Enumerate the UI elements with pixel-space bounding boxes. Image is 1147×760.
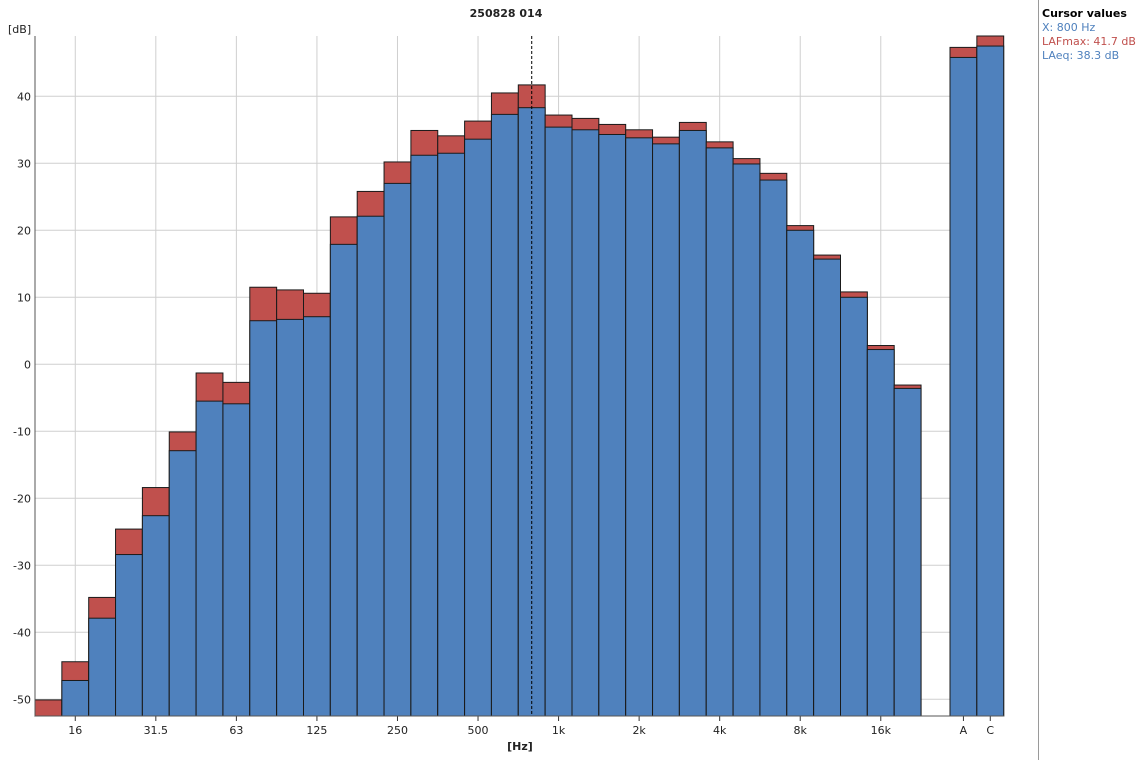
band-laeq-bar-25[interactable] bbox=[115, 554, 143, 717]
y-tick-label: 10 bbox=[17, 291, 31, 304]
x-tick-label: 16k bbox=[871, 724, 892, 737]
cursor-laeq-value: LAeq: 38.3 dB bbox=[1042, 49, 1120, 62]
band-laeq-bar-2k[interactable] bbox=[625, 137, 654, 717]
band-laeq-bar-400[interactable] bbox=[437, 152, 466, 717]
y-tick-label: -40 bbox=[13, 626, 31, 639]
y-tick-label: -30 bbox=[13, 559, 31, 572]
cursor-values-panel: Cursor values X: 800 Hz LAFmax: 41.7 dB … bbox=[1038, 0, 1147, 760]
spectrum-chart: 250828 014 [dB] [Hz] -50 -40 -30 -20 -10 0 10 2… bbox=[8, 7, 1005, 753]
overall-laeq-bar-A[interactable] bbox=[949, 56, 978, 717]
band-laeq-bar-3.15k[interactable] bbox=[678, 129, 707, 717]
band-laeq-bar-10k[interactable] bbox=[813, 258, 842, 717]
band-laeq-bar-63[interactable] bbox=[222, 403, 251, 717]
x-tick-label: 63 bbox=[229, 724, 243, 737]
band-laeq-bar-20k[interactable] bbox=[893, 387, 922, 717]
y-tick-label: 30 bbox=[17, 157, 31, 170]
band-laeq-bar-500[interactable] bbox=[464, 138, 492, 717]
band-laeq-bar-125[interactable] bbox=[303, 316, 331, 717]
y-tick-label: 0 bbox=[24, 358, 31, 371]
bars-group[interactable] bbox=[34, 35, 1005, 717]
chart-title: 250828 014 bbox=[470, 7, 543, 20]
y-axis-unit-label: [dB] bbox=[8, 23, 31, 36]
y-tick-label: -20 bbox=[13, 492, 31, 505]
band-laeq-bar-4k[interactable] bbox=[705, 147, 734, 717]
x-tick-label: 2k bbox=[632, 724, 646, 737]
band-laeq-bar-80[interactable] bbox=[249, 320, 278, 717]
band-laeq-bar-1k[interactable] bbox=[544, 126, 573, 717]
band-laeq-bar-100[interactable] bbox=[276, 318, 304, 717]
band-laeq-bar-5k[interactable] bbox=[732, 163, 761, 717]
x-tick-label: 31.5 bbox=[144, 724, 169, 737]
band-laeq-bar-50[interactable] bbox=[195, 400, 224, 717]
band-laeq-bar-250[interactable] bbox=[383, 182, 412, 717]
x-tick-label: 125 bbox=[306, 724, 327, 737]
band-laeq-bar-160[interactable] bbox=[329, 243, 358, 717]
cursor-lafmax-value: LAFmax: 41.7 dB bbox=[1042, 35, 1136, 48]
band-laeq-bar-315[interactable] bbox=[410, 154, 439, 717]
band-lafmax-bar-12.5[interactable] bbox=[34, 699, 63, 717]
band-laeq-bar-630[interactable] bbox=[490, 113, 519, 717]
x-tick-label: 8k bbox=[794, 724, 808, 737]
cursor-x-value: X: 800 Hz bbox=[1042, 21, 1096, 34]
band-laeq-bar-6.3k[interactable] bbox=[759, 179, 788, 717]
x-tick-label: 4k bbox=[713, 724, 727, 737]
band-laeq-bar-1.25k[interactable] bbox=[571, 129, 600, 717]
band-laeq-bar-16k[interactable] bbox=[866, 349, 895, 717]
y-tick-label: 40 bbox=[17, 90, 31, 103]
y-tick-label: -50 bbox=[13, 693, 31, 706]
band-laeq-bar-1.6k[interactable] bbox=[598, 133, 627, 717]
y-tick-label: 20 bbox=[17, 224, 31, 237]
overall-laeq-bar-C[interactable] bbox=[976, 45, 1005, 717]
overall-tick-label: C bbox=[986, 724, 994, 737]
y-tick-label: -10 bbox=[13, 425, 31, 438]
band-laeq-bar-40[interactable] bbox=[168, 450, 197, 717]
band-laeq-bar-31.5[interactable] bbox=[141, 515, 170, 717]
band-laeq-bar-200[interactable] bbox=[356, 215, 385, 717]
axes-group: -50 -40 -30 -20 -10 0 10 20 30 40 16 31.5 63 125 250 50… bbox=[13, 36, 1004, 737]
x-tick-label: 500 bbox=[468, 724, 489, 737]
x-tick-label: 1k bbox=[552, 724, 566, 737]
x-axis-unit-label: [Hz] bbox=[507, 740, 533, 753]
band-laeq-bar-12.5k[interactable] bbox=[840, 296, 868, 717]
band-laeq-bar-8k[interactable] bbox=[786, 229, 815, 717]
overall-tick-label: A bbox=[960, 724, 968, 737]
cursor-values-title: Cursor values bbox=[1042, 7, 1127, 20]
x-tick-label: 250 bbox=[387, 724, 408, 737]
band-laeq-bar-20[interactable] bbox=[88, 617, 117, 717]
x-tick-label: 16 bbox=[68, 724, 82, 737]
band-laeq-bar-16[interactable] bbox=[61, 679, 90, 717]
band-laeq-bar-2.5k[interactable] bbox=[652, 143, 680, 717]
